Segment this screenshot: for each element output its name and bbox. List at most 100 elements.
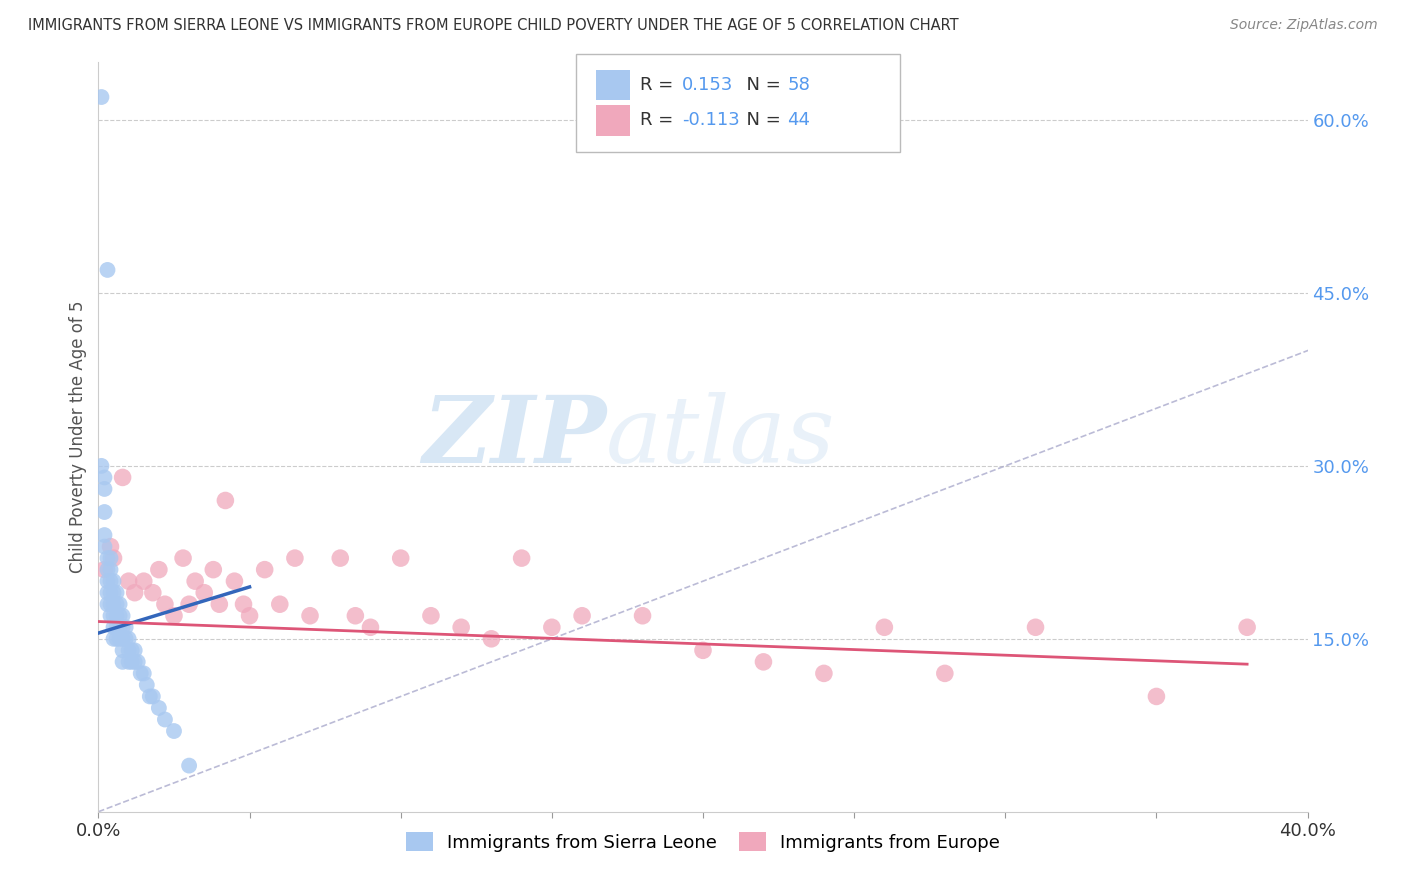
Legend: Immigrants from Sierra Leone, Immigrants from Europe: Immigrants from Sierra Leone, Immigrants… <box>398 825 1008 859</box>
Point <box>111 470 134 484</box>
Text: 0.153: 0.153 <box>682 76 734 94</box>
Point <box>103 608 125 623</box>
Point <box>103 551 125 566</box>
Point <box>96 585 118 599</box>
Point <box>103 574 125 589</box>
Point <box>100 563 122 577</box>
Point <box>118 632 141 646</box>
Point <box>100 597 122 611</box>
Point <box>813 666 835 681</box>
Point <box>873 620 896 634</box>
Point <box>148 563 170 577</box>
Point <box>93 540 115 554</box>
Point <box>571 608 593 623</box>
Point <box>96 551 118 566</box>
Text: N =: N = <box>735 112 787 129</box>
Point <box>239 608 262 623</box>
Point <box>111 643 134 657</box>
Point <box>172 551 194 566</box>
Point <box>360 620 382 634</box>
Point <box>202 563 225 577</box>
Point <box>96 563 118 577</box>
Point <box>111 632 134 646</box>
Point <box>118 574 141 589</box>
Point <box>124 643 146 657</box>
Point <box>100 551 122 566</box>
Point <box>269 597 291 611</box>
Point <box>100 608 122 623</box>
Text: 58: 58 <box>787 76 810 94</box>
Point <box>103 632 125 646</box>
Point <box>420 608 443 623</box>
Point <box>450 620 472 634</box>
Point <box>108 608 131 623</box>
Point <box>389 551 412 566</box>
Text: IMMIGRANTS FROM SIERRA LEONE VS IMMIGRANTS FROM EUROPE CHILD POVERTY UNDER THE A: IMMIGRANTS FROM SIERRA LEONE VS IMMIGRAN… <box>28 18 959 33</box>
Point <box>105 597 128 611</box>
Point <box>103 597 125 611</box>
Point <box>93 505 115 519</box>
Point <box>90 458 112 473</box>
Point <box>93 482 115 496</box>
Point <box>299 608 322 623</box>
Point <box>184 574 207 589</box>
Y-axis label: Child Poverty Under the Age of 5: Child Poverty Under the Age of 5 <box>69 301 87 574</box>
Text: ZIP: ZIP <box>422 392 606 482</box>
Point <box>108 632 131 646</box>
Point <box>108 620 131 634</box>
Point <box>284 551 307 566</box>
Point <box>132 666 155 681</box>
Point <box>193 585 215 599</box>
Point <box>96 574 118 589</box>
Point <box>105 620 128 634</box>
Point <box>93 470 115 484</box>
Text: -0.113: -0.113 <box>682 112 740 129</box>
Point <box>214 493 236 508</box>
Point <box>1144 690 1167 704</box>
Point <box>105 585 128 599</box>
Point <box>93 528 115 542</box>
Point <box>481 632 503 646</box>
Point <box>344 608 367 623</box>
Point <box>118 655 141 669</box>
Text: R =: R = <box>640 76 679 94</box>
Point <box>108 597 131 611</box>
Point <box>148 701 170 715</box>
Point <box>121 655 143 669</box>
Point <box>135 678 157 692</box>
Point <box>208 597 231 611</box>
Point <box>100 585 122 599</box>
Point <box>139 690 162 704</box>
Text: Source: ZipAtlas.com: Source: ZipAtlas.com <box>1230 18 1378 32</box>
Text: N =: N = <box>735 76 787 94</box>
Point <box>153 713 176 727</box>
Point <box>132 574 155 589</box>
Point <box>111 620 134 634</box>
Point <box>118 643 141 657</box>
Point <box>111 608 134 623</box>
Text: atlas: atlas <box>606 392 835 482</box>
Point <box>153 597 176 611</box>
Point <box>232 597 254 611</box>
Point <box>105 632 128 646</box>
Point <box>510 551 533 566</box>
Point <box>1236 620 1258 634</box>
Point <box>934 666 956 681</box>
Point <box>692 643 714 657</box>
Point <box>100 540 122 554</box>
Point <box>163 724 186 739</box>
Point <box>114 632 136 646</box>
Point <box>253 563 276 577</box>
Point <box>90 90 112 104</box>
Point <box>111 655 134 669</box>
Point <box>179 758 201 772</box>
Point <box>96 263 118 277</box>
Point <box>105 608 128 623</box>
Text: 44: 44 <box>787 112 810 129</box>
Point <box>752 655 775 669</box>
Point <box>124 655 146 669</box>
Point <box>129 666 152 681</box>
Point <box>142 585 165 599</box>
Point <box>127 655 149 669</box>
Point <box>93 563 115 577</box>
